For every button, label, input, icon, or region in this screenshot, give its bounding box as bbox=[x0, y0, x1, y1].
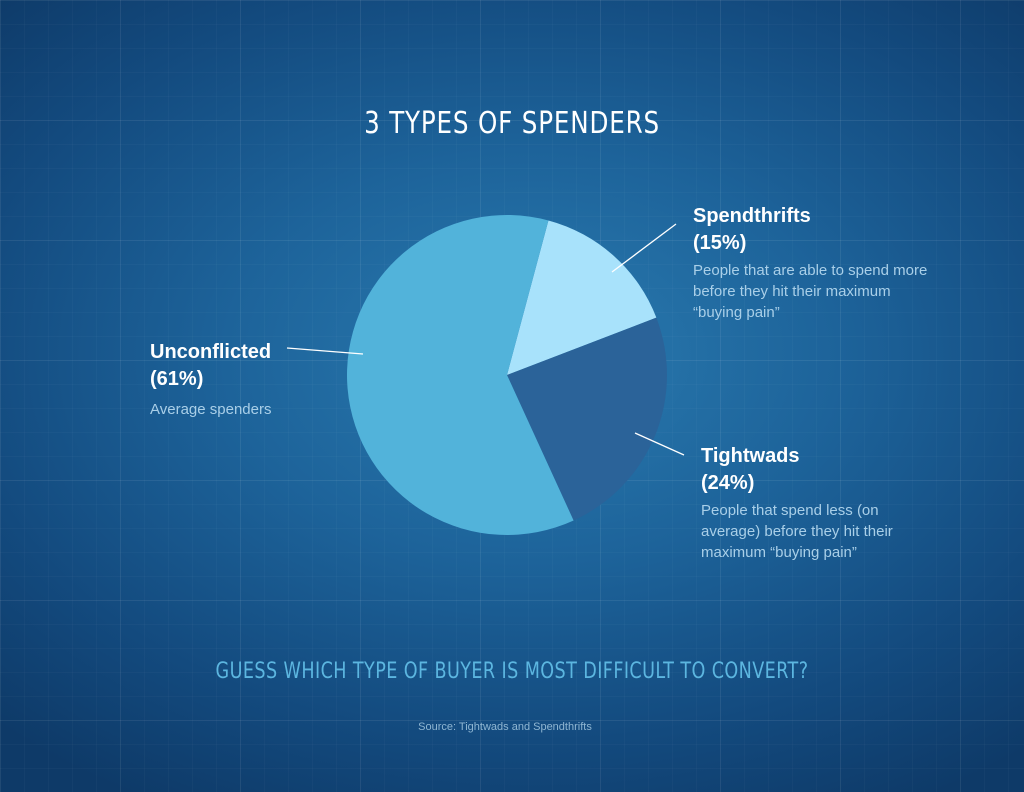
slice-percent: (15%) bbox=[693, 232, 747, 254]
slice-percent: (61%) bbox=[150, 368, 204, 390]
leader-line-spendthrifts bbox=[611, 223, 677, 273]
leader-line-unconflicted bbox=[286, 347, 364, 355]
slice-name: Unconflicted bbox=[150, 341, 272, 363]
pie-slice-spendthrifts bbox=[507, 220, 657, 375]
question-text: GUESS WHICH TYPE OF BUYER IS MOST DIFFIC… bbox=[215, 659, 809, 684]
slice-description: People that spend less (on average) befo… bbox=[701, 502, 893, 561]
slice-description: People that are able to spend more befor… bbox=[693, 262, 928, 321]
chart-title: 3 TYPES OF SPENDERS bbox=[364, 106, 660, 141]
pie-slice-unconflicted bbox=[347, 214, 574, 535]
slice-name: Tightwads bbox=[701, 445, 800, 467]
source-note: Source: Tightwads and Spendthrifts bbox=[418, 721, 592, 733]
label-spendthrifts: Spendthrifts (15%) People that are able … bbox=[693, 203, 933, 323]
slice-name: Spendthrifts bbox=[693, 205, 811, 227]
slice-percent: (24%) bbox=[701, 472, 755, 494]
label-tightwads: Tightwads (24%) People that spend less (… bbox=[701, 443, 933, 563]
pie-slice-tightwads bbox=[507, 317, 667, 521]
leader-line-tightwads bbox=[634, 432, 685, 456]
label-unconflicted: Unconflicted (61%) Average spenders bbox=[150, 339, 350, 420]
slice-description: Average spenders bbox=[150, 401, 272, 418]
